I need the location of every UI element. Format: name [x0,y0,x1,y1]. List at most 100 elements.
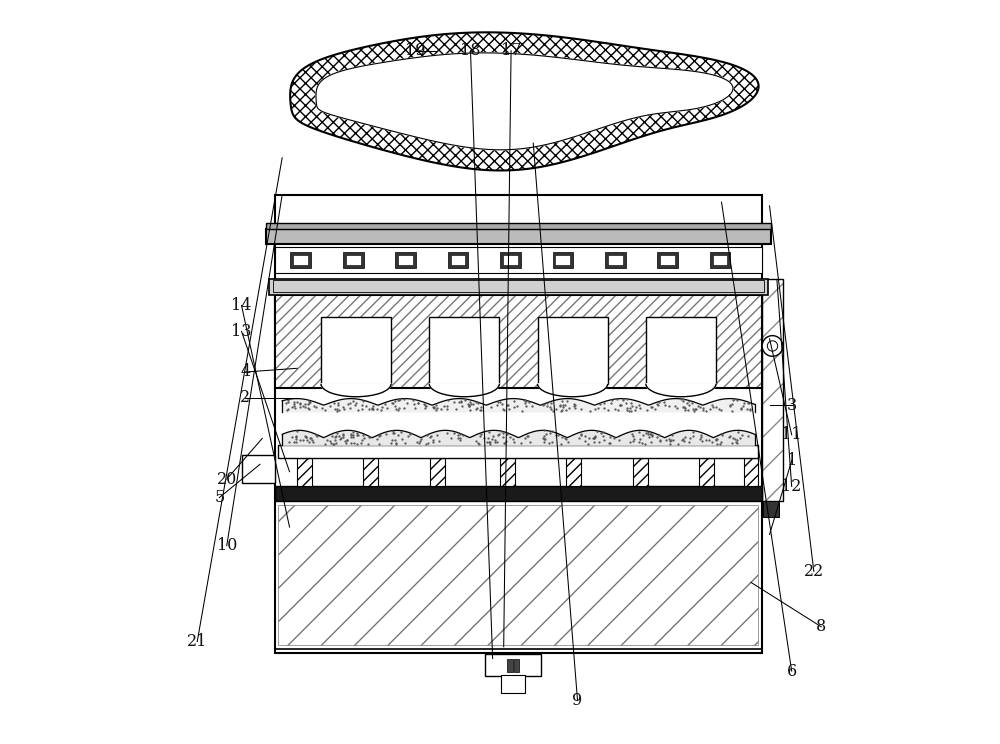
Point [400,431,416,443]
Point [330,399,346,411]
Point [407,403,423,414]
Point [324,430,340,442]
Point [390,429,406,441]
Point [479,436,495,448]
Point [680,404,696,416]
Text: 13: 13 [231,323,252,340]
Point [685,403,701,415]
Point [580,438,596,450]
Point [469,402,485,414]
Point [337,434,353,446]
Point [539,397,555,408]
Point [517,432,533,443]
Bar [448,252,468,269]
Point [455,429,471,440]
Point [611,434,627,446]
Point [506,394,522,406]
Point [555,399,571,411]
Point [460,397,476,409]
Point [622,436,638,448]
Point [591,436,607,448]
Point [693,429,709,441]
Bar [293,255,308,266]
Point [377,399,393,411]
Point [386,426,402,438]
Point [489,436,505,448]
Point [543,403,559,415]
Point [552,400,568,411]
Point [573,429,589,441]
Point [631,400,647,411]
Point [342,397,358,409]
Point [355,395,371,407]
Point [491,428,507,440]
Point [501,403,517,415]
Point [652,434,668,446]
Point [406,399,422,411]
Point [561,403,577,414]
Text: 21: 21 [187,633,207,650]
Point [573,428,589,440]
Point [468,434,484,446]
Point [692,401,708,413]
Point [708,402,724,414]
Point [736,397,752,409]
Point [612,399,628,411]
Point [450,429,466,440]
Point [724,437,740,449]
Point [513,437,529,449]
Point [742,404,758,416]
Point [286,396,302,408]
Point [349,437,365,449]
Point [536,424,552,436]
Point [396,393,412,405]
Point [573,403,589,415]
Point [589,426,605,437]
Point [536,436,552,448]
Bar [608,255,623,266]
Point [365,400,381,412]
Point [297,430,313,442]
Text: 11: 11 [781,426,802,443]
Bar [485,654,541,676]
Point [638,428,654,440]
Point [286,400,302,411]
Point [345,396,361,408]
Polygon shape [316,53,733,150]
Point [463,399,479,411]
Point [379,403,395,414]
Point [519,430,535,442]
Point [372,429,388,441]
Bar [346,255,361,266]
Point [610,404,626,416]
Bar [507,658,513,672]
Point [431,435,447,447]
Point [647,403,663,415]
Point [371,430,387,442]
Point [677,404,693,416]
Point [387,434,403,446]
Point [602,432,618,443]
Point [632,433,648,445]
Point [713,404,729,416]
Polygon shape [646,384,716,397]
Point [330,397,346,408]
Point [704,400,720,411]
Point [364,403,380,415]
Point [292,401,308,413]
Point [675,395,691,407]
Point [300,398,316,410]
Point [535,432,551,444]
Point [482,437,498,449]
Point [595,426,611,438]
Point [639,404,655,416]
Point [542,427,558,439]
Point [413,433,429,445]
Point [402,429,418,440]
Point [585,432,601,444]
Point [473,401,489,413]
Point [571,432,587,444]
Point [490,429,506,441]
Point [429,429,445,440]
Point [632,402,648,414]
